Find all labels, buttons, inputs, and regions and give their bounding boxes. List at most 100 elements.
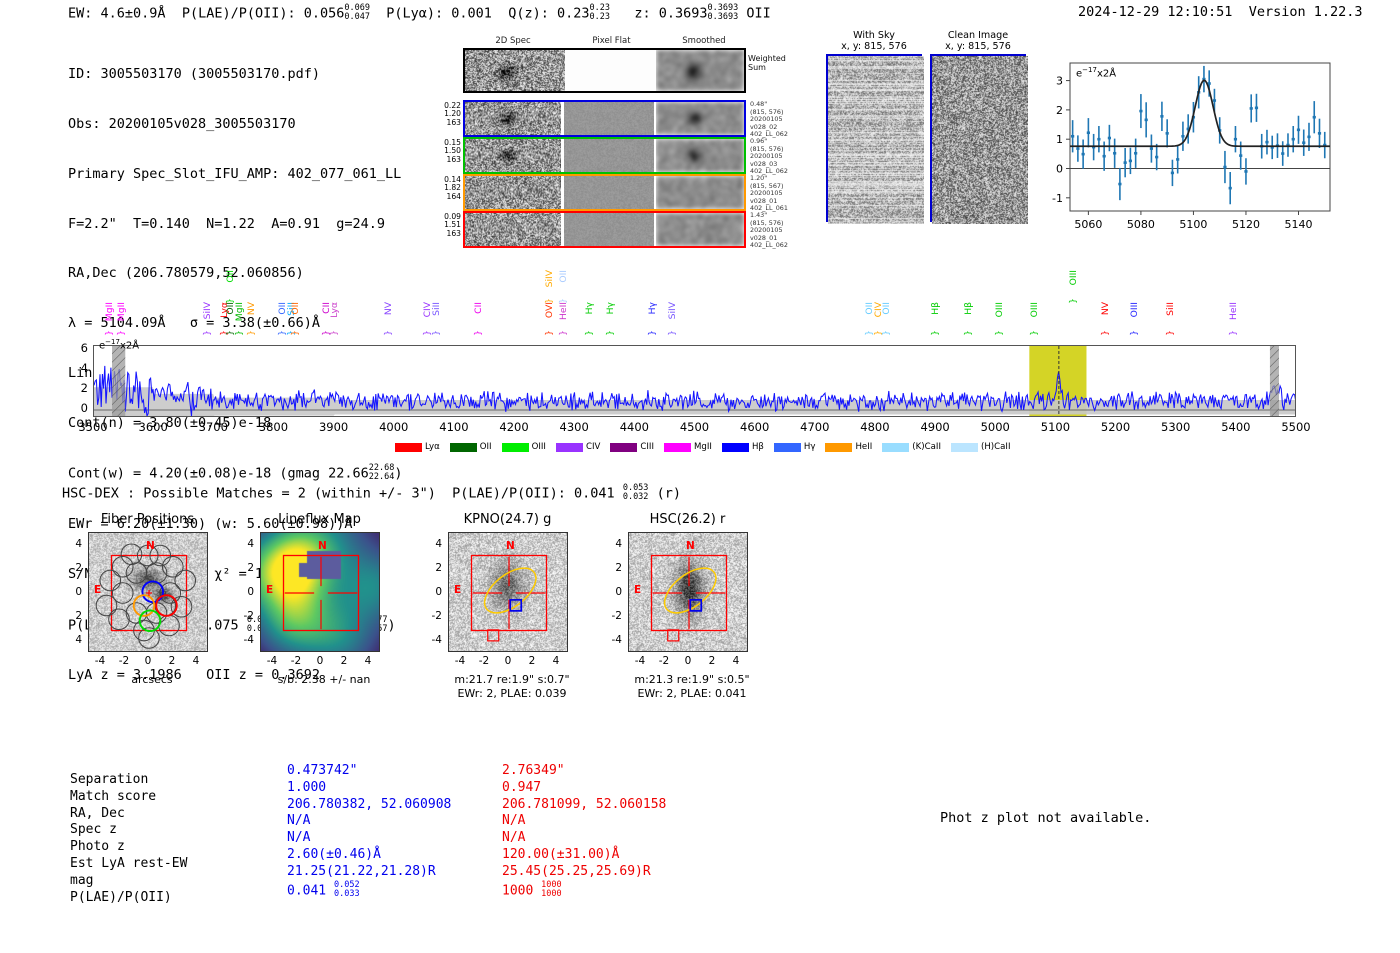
cutout-panel-title: HSC(26.2) r xyxy=(649,512,726,527)
emission-line-label: Lyα xyxy=(328,302,340,318)
emission-line-label: NV xyxy=(382,302,394,316)
emission-line-label: SiIV xyxy=(202,302,214,320)
emission-line-brace: { xyxy=(1226,330,1237,336)
emission-line-label: Hγ xyxy=(584,302,596,315)
weighted-sum-row xyxy=(463,48,746,93)
emission-line-brace: { xyxy=(223,298,234,304)
spectrum-xtick: 5300 xyxy=(1161,420,1191,434)
svg-text:5060: 5060 xyxy=(1074,218,1102,231)
spectrum-ytick: 2 xyxy=(80,381,88,395)
match-row-label: P(LAE)/P(OII) xyxy=(70,889,172,905)
header-plae-frac: 0.069 0.047 xyxy=(344,3,370,22)
fiber-right-meta: 1.43" (815, 576) 20200105 v028_01 402_LL_062 xyxy=(750,211,788,250)
spectrum-xtick: 3800 xyxy=(258,420,289,434)
emission-line-brace: { xyxy=(288,330,299,336)
match-value-col2: 2.76349" xyxy=(502,763,565,778)
spectrum-xtick: 4800 xyxy=(860,420,890,434)
spectrum-xtick: 4300 xyxy=(559,420,589,434)
match-row-label: mag xyxy=(70,872,94,888)
cutout-xtick: 0 xyxy=(316,655,324,667)
spectrum-xtick: 5000 xyxy=(980,420,1010,434)
legend-label: Lyα xyxy=(425,442,440,452)
spectrum-xtick: 4700 xyxy=(800,420,830,434)
cutout-panel: Fiber Positions N E 4 2 0 2 4 -4 -2 0 2 4 arcsecs xyxy=(60,512,235,712)
header-plya: P(Lyα): 0.001 xyxy=(386,5,492,22)
cutout-overlay xyxy=(650,554,728,642)
cutout-panel-image xyxy=(260,532,380,652)
legend-swatch xyxy=(825,442,853,452)
emission-line-label: MgII xyxy=(104,302,116,322)
spec2d-fiber-row xyxy=(463,211,746,248)
east-marker: E xyxy=(94,584,102,596)
legend-swatch xyxy=(664,442,691,452)
with-sky-title: With Sky xyxy=(853,30,895,41)
match-value-col2: 0.947 xyxy=(502,779,542,795)
emission-line-label: NV xyxy=(1099,302,1111,316)
spec2d-fiber-row xyxy=(463,174,746,211)
fiber-pixelflat xyxy=(563,102,654,135)
cutout-canvas xyxy=(261,533,379,651)
header-qz-value: 0.23 xyxy=(556,5,590,22)
match-value-col2: 25.45(25.25,25.69)R xyxy=(502,863,651,879)
cutout-xtick: 4 xyxy=(732,655,740,667)
spectrum-xtick: 4500 xyxy=(679,420,710,434)
clean-image-cutout: Clean Image x, y: 815, 576 xyxy=(930,30,1028,224)
cutout-panel-image xyxy=(448,532,568,652)
svg-text:2: 2 xyxy=(1056,104,1063,117)
spectrum-xtick: 5400 xyxy=(1221,420,1251,434)
fiber-left-stats: 0.14 1.82 164 xyxy=(444,175,461,201)
svg-text:5140: 5140 xyxy=(1284,218,1312,231)
legend-swatch xyxy=(395,442,422,452)
header-z-type: OII xyxy=(746,5,771,22)
emission-line-brace: { xyxy=(1098,330,1109,336)
fiber-left-stats: 0.22 1.20 163 xyxy=(444,101,461,127)
cutout-ytick: 4 xyxy=(435,538,442,550)
match-row-label: Photo z xyxy=(70,839,125,855)
cutout-panel: KPNO(24.7) g N E 4 2 0 -2 -4 -4 -2 0 2 4 m:21.7 re:1.… xyxy=(420,512,595,712)
emission-line-label: NV xyxy=(245,302,257,316)
cutout-ytick: 0 xyxy=(435,586,442,598)
cutout-caption-secondary: EWr: 2, PLAE: 0.041 xyxy=(637,687,747,700)
cutout-ytick: -4 xyxy=(611,634,622,646)
header-qz-label: Q(z): xyxy=(508,5,549,22)
cutout-ytick: 2 xyxy=(75,562,82,574)
spectrum-xtick: 4600 xyxy=(740,420,770,434)
cutout-xtick: 4 xyxy=(364,655,372,667)
legend-item: OIII xyxy=(501,442,546,452)
with-sky-canvas xyxy=(828,56,924,224)
legend-item: (H)CaII xyxy=(950,442,1011,452)
emission-line-brace: { xyxy=(879,330,890,336)
fiber-right-meta: 0.96" (815, 576) 20200105 v028_03 402_LL_062 xyxy=(750,137,788,176)
cutout-panel-image xyxy=(88,532,208,652)
emission-line-label: Hγ xyxy=(605,302,617,315)
emission-line-brace: { xyxy=(327,330,338,336)
match-value-col2: N/A xyxy=(502,813,526,829)
cutout-ytick: 0 xyxy=(247,586,254,598)
emission-line-brace: { xyxy=(557,298,568,304)
cutout-panel-title: KPNO(24.7) g xyxy=(463,512,552,527)
header-timestamp-block: 2024-12-29 12:10:51 Version 1.22.3 xyxy=(1078,4,1363,20)
spectrum-xtick: 4900 xyxy=(920,420,950,434)
legend-item: Hβ xyxy=(721,442,764,452)
info-ewr: EWr = 6.20(±1.30) (w: 5.60(±0.98))Å xyxy=(68,515,353,532)
spectrum-flux-units: e−17x2Å xyxy=(99,338,140,352)
emission-line-brace: { xyxy=(542,298,553,304)
emission-line-label: OIII xyxy=(1029,302,1041,318)
cutout-xtick: -4 xyxy=(94,655,106,667)
east-marker: E xyxy=(454,584,462,596)
emission-line-brace: { xyxy=(928,330,939,336)
legend-item: Hγ xyxy=(773,442,815,452)
cutout-overlay xyxy=(95,543,197,649)
emission-line-brace: { xyxy=(604,330,615,336)
legend-item: CIII xyxy=(610,442,654,452)
legend-item: (K)CaII xyxy=(882,442,941,452)
full-spectrum-plot: Lyα OII OIII CIV CIII MgII Hβ Hγ HeII (K)CaII (H)C… xyxy=(0,264,1400,474)
cutout-ytick: -2 xyxy=(431,610,442,622)
spectrum-xtick: 3600 xyxy=(138,420,168,434)
match-value-col2: N/A xyxy=(502,830,526,846)
cutout-ytick: -4 xyxy=(431,634,442,646)
info-obs: Obs: 20200105v028_3005503170 xyxy=(68,115,296,132)
cutout-ytick: 4 xyxy=(75,538,82,550)
emission-line-brace: { xyxy=(103,330,114,336)
cutout-xtick: 2 xyxy=(708,655,716,667)
